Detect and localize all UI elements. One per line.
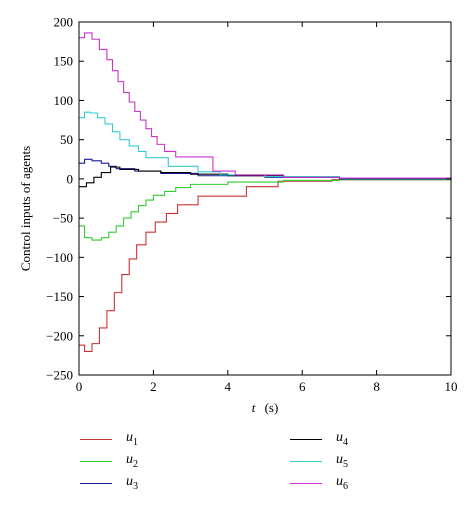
legend-swatch-u2 [80, 460, 112, 462]
x-axis-unit: (s) [265, 400, 279, 415]
y-tick-label: −150 [46, 289, 73, 304]
legend-item-u3: u3 [80, 474, 138, 492]
plot-lines [79, 32, 452, 353]
y-axis-label: Control inputs of agents [18, 146, 33, 271]
series-line-u2 [79, 178, 452, 241]
legend-label-u4: u4 [336, 430, 348, 448]
legend-item-u2: u2 [80, 452, 138, 470]
legend-swatch-u6 [290, 482, 322, 484]
chart: 0 2 4 6 8 10 200 150 100 50 0 −50 −100 −150 −200 −250 C… [18, 15, 458, 416]
x-tick-label: 4 [225, 379, 232, 394]
y-tick-label: 0 [67, 171, 74, 186]
y-tick-label: −100 [46, 250, 73, 265]
series-line-u1 [79, 178, 452, 353]
legend-swatch-u1 [80, 438, 112, 440]
legend-label-u5: u5 [336, 452, 348, 470]
legend-swatch-u3 [80, 482, 112, 484]
y-tick-label: 100 [54, 93, 74, 108]
legend-item-u5: u5 [290, 452, 348, 470]
y-tick-label: −200 [46, 328, 73, 343]
x-tick-label: 10 [445, 379, 458, 394]
legend: u1 u2 u3 u4 u5 u6 [0, 425, 474, 500]
y-tick-label: 50 [60, 132, 73, 147]
y-tick-label: −50 [53, 211, 73, 226]
x-axis-label: t (s) [252, 400, 279, 415]
legend-swatch-u4 [290, 438, 322, 440]
legend-label-u6: u6 [336, 474, 348, 492]
series-line-u6 [79, 32, 452, 179]
legend-swatch-u5 [290, 460, 322, 462]
legend-label-u2: u2 [126, 452, 138, 470]
y-tick-label: −250 [46, 368, 73, 383]
y-tick-label: 150 [54, 54, 74, 69]
x-tick-label: 2 [150, 379, 157, 394]
legend-label-u3: u3 [126, 474, 138, 492]
plot-frame [78, 21, 452, 376]
x-axis-variable: t [252, 400, 256, 415]
x-tick-label: 8 [373, 379, 380, 394]
x-tick-label: 0 [76, 379, 83, 394]
axis-ticks: 0 2 4 6 8 10 200 150 100 50 0 −50 −100 −150 −200 −250 [46, 15, 457, 395]
x-tick-label: 6 [299, 379, 306, 394]
legend-item-u6: u6 [290, 474, 348, 492]
legend-label-u1: u1 [126, 430, 138, 448]
legend-item-u4: u4 [290, 430, 348, 448]
y-tick-label: 200 [54, 15, 74, 30]
legend-item-u1: u1 [80, 430, 138, 448]
